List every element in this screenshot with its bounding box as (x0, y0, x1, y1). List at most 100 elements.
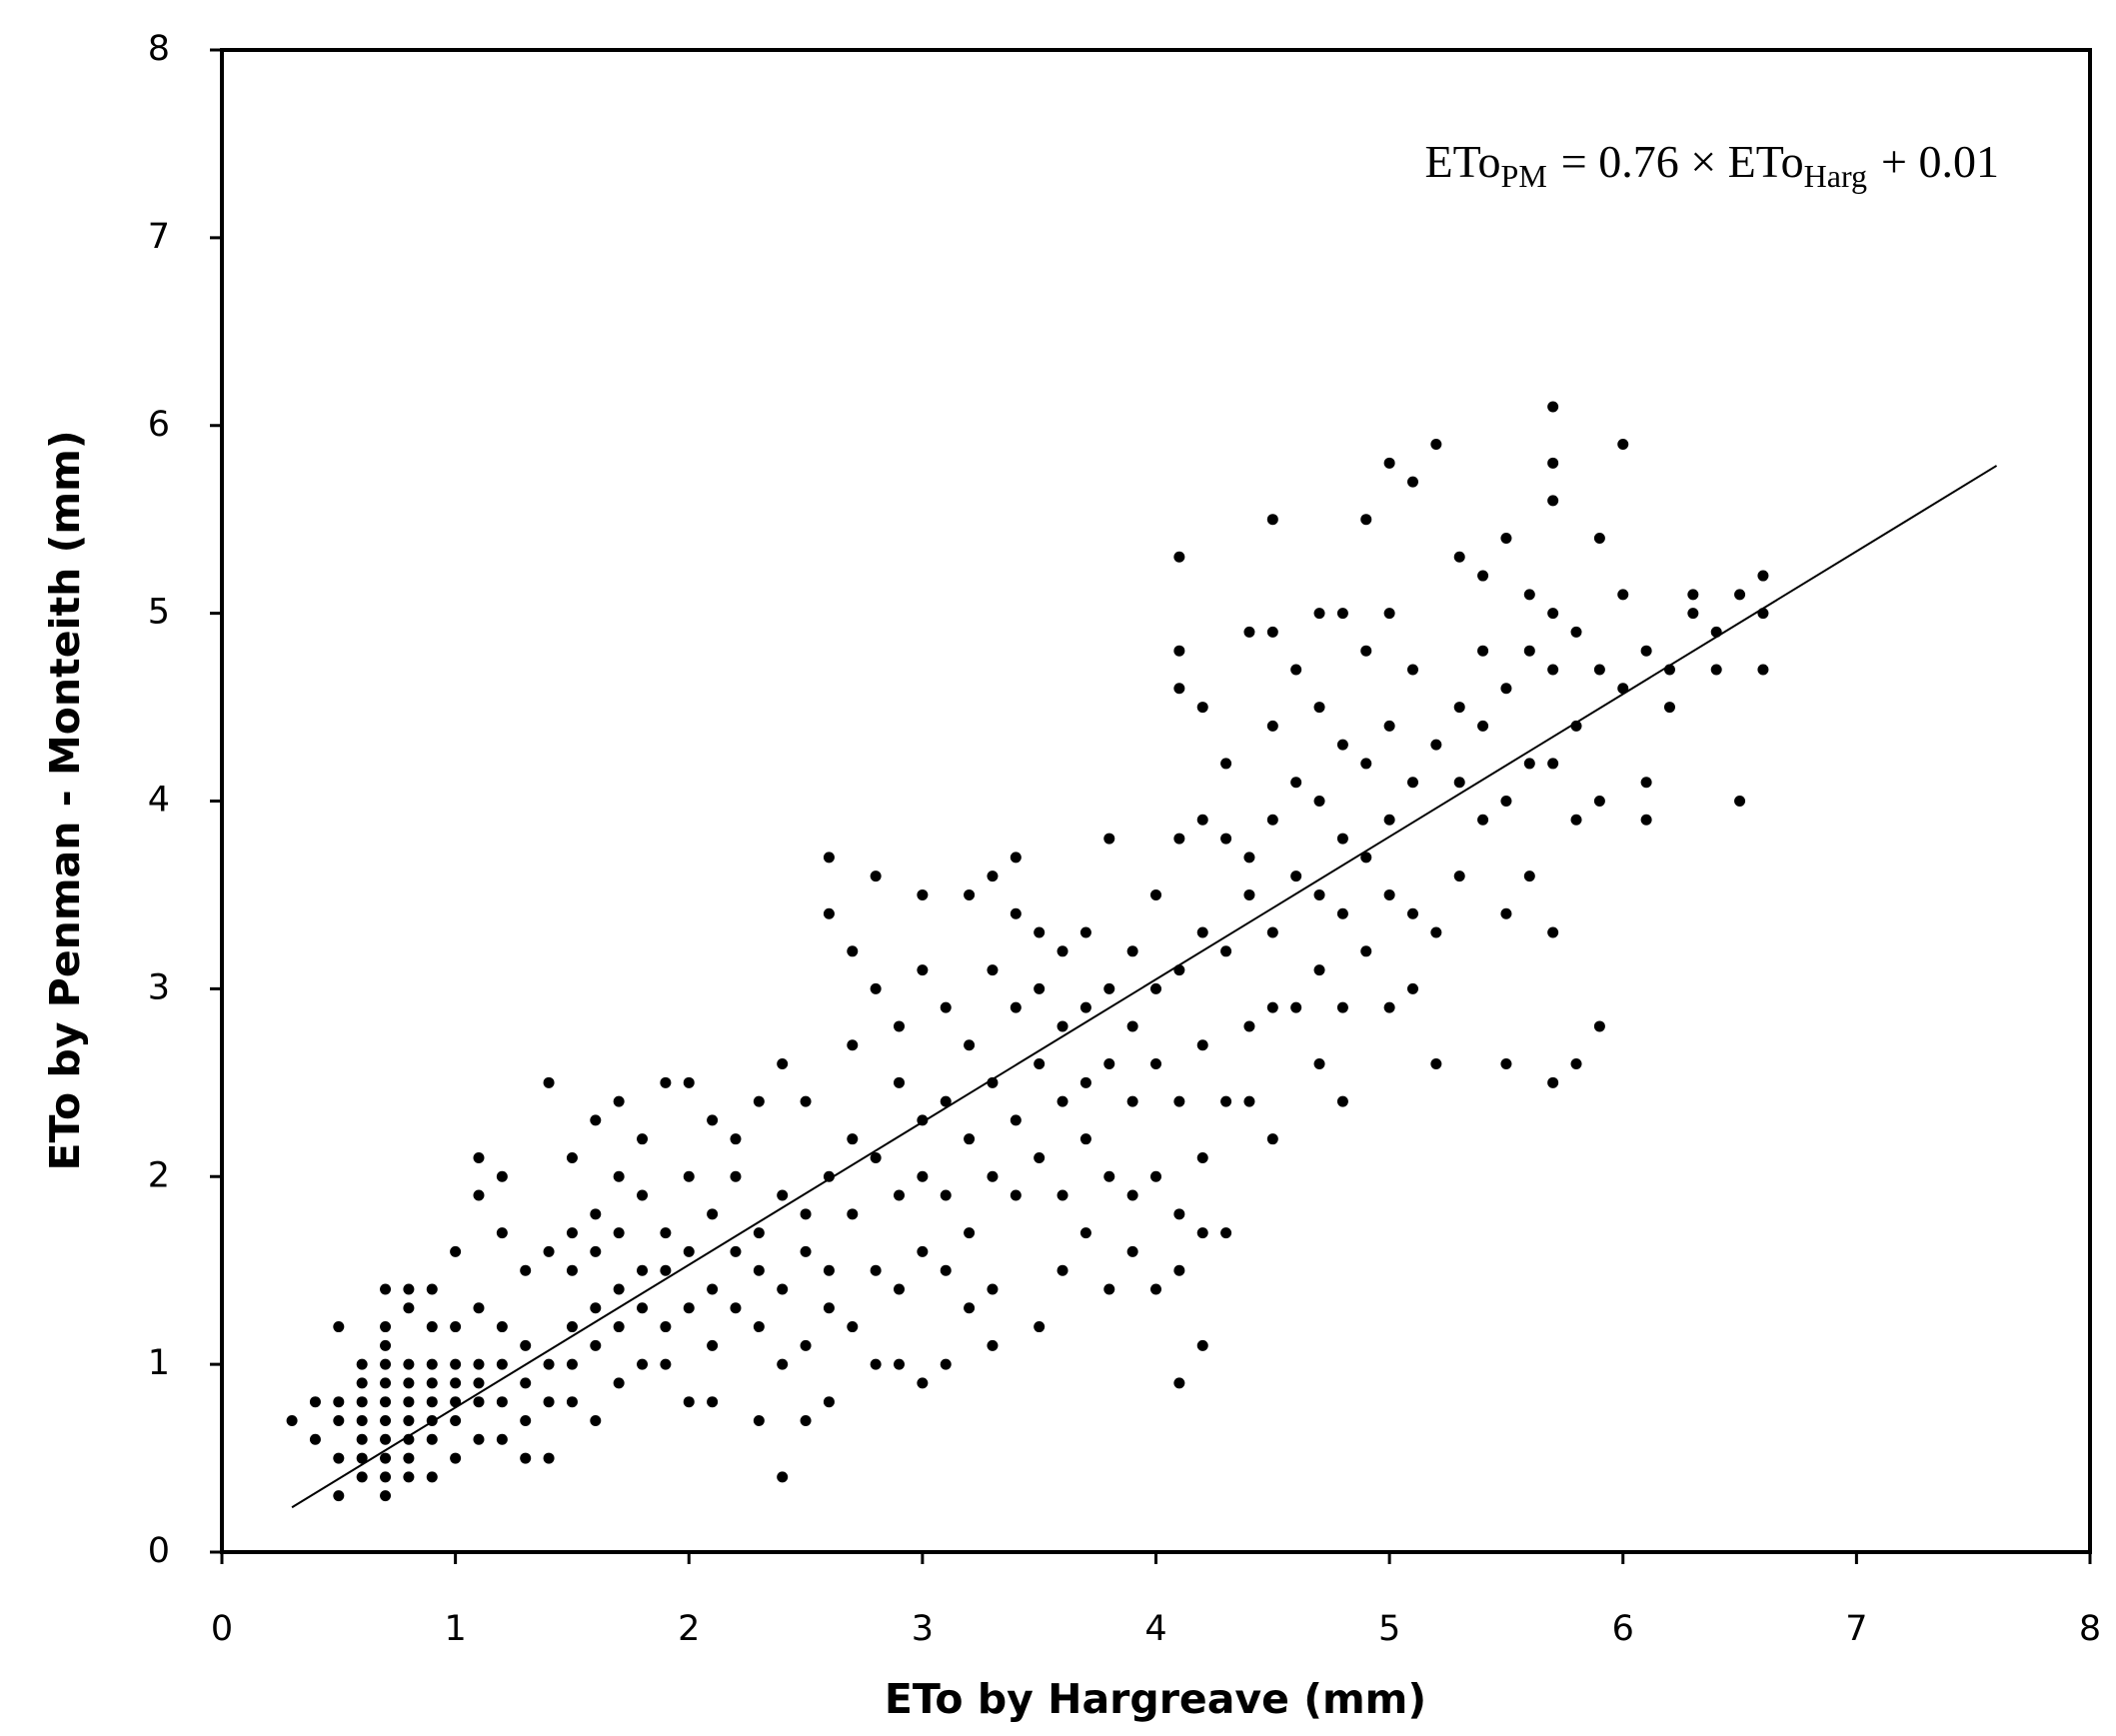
point (987, 1170, 999, 1182)
point (1453, 551, 1465, 563)
point (683, 1170, 695, 1182)
point (1150, 1283, 1161, 1295)
point (590, 1208, 602, 1220)
point (333, 1396, 345, 1408)
point (1547, 758, 1559, 770)
point (426, 1321, 438, 1333)
point (1617, 589, 1629, 601)
point (566, 1396, 578, 1408)
point (1173, 1208, 1185, 1220)
point (1313, 702, 1325, 714)
point (800, 1208, 812, 1220)
point (1453, 702, 1465, 714)
point (1547, 401, 1559, 413)
point (1103, 1058, 1115, 1070)
point (473, 1358, 485, 1370)
point (1336, 608, 1348, 620)
point (894, 1020, 906, 1032)
point (987, 1283, 999, 1295)
point (1010, 852, 1022, 864)
point (450, 1321, 462, 1333)
point (753, 1264, 765, 1276)
point (683, 1076, 695, 1088)
point (1150, 982, 1161, 994)
point (1360, 514, 1372, 526)
point (1406, 476, 1418, 488)
point (800, 1414, 812, 1426)
point (753, 1414, 765, 1426)
point (403, 1452, 415, 1464)
point (660, 1321, 672, 1333)
point (940, 1001, 952, 1013)
point (847, 1133, 859, 1145)
point (1243, 1095, 1255, 1107)
point (1220, 945, 1232, 957)
point (1430, 926, 1442, 938)
point (1290, 870, 1302, 882)
point (333, 1490, 345, 1502)
y-tick-label: 4 (148, 781, 170, 821)
point (1126, 1095, 1138, 1107)
point (356, 1414, 368, 1426)
point (590, 1339, 602, 1351)
point (1196, 926, 1208, 938)
x-tick-label: 5 (1378, 1609, 1400, 1649)
point (1079, 1133, 1091, 1145)
point (1336, 907, 1348, 919)
point (403, 1302, 415, 1314)
point (1290, 664, 1302, 676)
point (1290, 1001, 1302, 1013)
point (894, 1358, 906, 1370)
point (380, 1377, 392, 1389)
point (426, 1283, 438, 1295)
point (520, 1377, 532, 1389)
point (1034, 982, 1046, 994)
point (753, 1095, 765, 1107)
point (473, 1151, 485, 1163)
point (1477, 720, 1489, 732)
point (823, 852, 835, 864)
point (1617, 439, 1629, 451)
point (403, 1377, 415, 1389)
point (1313, 964, 1325, 976)
point (1383, 814, 1395, 826)
point (823, 1302, 835, 1314)
point (380, 1358, 392, 1370)
point (450, 1396, 462, 1408)
point (1406, 777, 1418, 789)
point (1500, 532, 1512, 544)
point (1593, 664, 1605, 676)
point (1663, 702, 1675, 714)
point (683, 1302, 695, 1314)
point (1547, 664, 1559, 676)
equation: EToPM = 0.76 × EToHarg + 0.01 (1425, 136, 1999, 195)
y-axis-title: ETo by Penman - Monteith (mm) (41, 430, 89, 1170)
point (1196, 1151, 1208, 1163)
point (496, 1321, 508, 1333)
point (450, 1377, 462, 1389)
point (496, 1433, 508, 1445)
point (1057, 1264, 1068, 1276)
point (520, 1452, 532, 1464)
point (1383, 1001, 1395, 1013)
point (473, 1377, 485, 1389)
point (1430, 439, 1442, 451)
point (730, 1302, 742, 1314)
eq-sub: PM (1501, 158, 1547, 194)
point (940, 1358, 952, 1370)
point (590, 1414, 602, 1426)
point (917, 1170, 929, 1182)
point (847, 1321, 859, 1333)
point (1173, 1264, 1185, 1276)
point (1243, 852, 1255, 864)
point (333, 1321, 345, 1333)
point (309, 1396, 321, 1408)
point (1757, 570, 1769, 582)
y-tick-label: 2 (148, 1155, 170, 1195)
point (1757, 664, 1769, 676)
point (1126, 945, 1138, 957)
point (380, 1452, 392, 1464)
point (847, 1208, 859, 1220)
point (1126, 1020, 1138, 1032)
point (917, 1377, 929, 1389)
